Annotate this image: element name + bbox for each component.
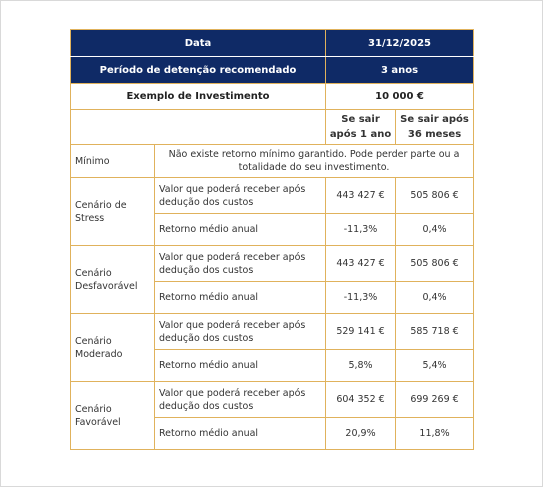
investment-value: 10 000 €	[325, 83, 475, 110]
scenario-value-1y: 529 141 €	[325, 313, 397, 350]
scenario-return-1y: 20,9%	[325, 417, 397, 450]
investment-label: Exemplo de Investimento	[69, 83, 327, 110]
scenario-return-label: Retorno médio anual	[153, 281, 327, 314]
scenario-value-label: Valor que poderá receber após dedução do…	[153, 381, 327, 418]
date-label: Data	[69, 29, 327, 57]
scenario-moderate-value-row: Cenário Moderado Valor que poderá recebe…	[70, 313, 475, 382]
empty-header-cell	[69, 109, 327, 145]
minimum-row: Mínimo Não existe retorno mínimo garanti…	[70, 144, 475, 178]
scenario-value-label: Valor que poderá receber após dedução do…	[153, 245, 327, 282]
date-value: 31/12/2025	[325, 29, 475, 57]
scenario-unfavourable-return-row: Retorno médio anual -11,3% 0,4%	[71, 281, 475, 314]
minimum-label: Mínimo	[70, 144, 155, 178]
scenario-value-1y: 443 427 €	[325, 177, 397, 214]
scenario-return-1y: -11,3%	[325, 213, 397, 246]
scenario-unfavourable-value-row: Cenário Desfavorável Valor que poderá re…	[70, 245, 475, 314]
column-header-row: Se sair após 1 ano Se sair após 36 meses	[69, 109, 475, 145]
date-row: Data 31/12/2025	[69, 29, 475, 57]
scenario-stress-return-row: Retorno médio anual -11,3% 0,4%	[71, 213, 475, 246]
scenario-return-1y: 5,8%	[325, 349, 397, 382]
scenario-value-label: Valor que poderá receber após dedução do…	[153, 313, 327, 350]
scenario-return-36m: 11,8%	[395, 417, 475, 450]
scenario-value-36m: 505 806 €	[395, 245, 475, 282]
scenario-return-36m: 0,4%	[395, 281, 475, 314]
minimum-text: Não existe retorno mínimo garantido. Pod…	[153, 144, 475, 178]
scenario-name: Cenário de Stress	[70, 177, 155, 246]
col-36-months-header: Se sair após 36 meses	[395, 109, 475, 145]
scenario-return-label: Retorno médio anual	[153, 349, 327, 382]
holding-period-row: Período de detenção recomendado 3 anos	[69, 56, 475, 84]
scenario-return-36m: 5,4%	[395, 349, 475, 382]
performance-scenarios-table: Data 31/12/2025 Período de detenção reco…	[69, 29, 475, 450]
scenario-value-1y: 604 352 €	[325, 381, 397, 418]
scenario-value-36m: 585 718 €	[395, 313, 475, 350]
scenario-name: Cenário Desfavorável	[70, 245, 155, 314]
scenario-name: Cenário Moderado	[70, 313, 155, 382]
scenario-return-label: Retorno médio anual	[153, 417, 327, 450]
scenario-value-label: Valor que poderá receber após dedução do…	[153, 177, 327, 214]
scenario-return-label: Retorno médio anual	[153, 213, 327, 246]
investment-row: Exemplo de Investimento 10 000 €	[69, 83, 475, 110]
scenario-return-36m: 0,4%	[395, 213, 475, 246]
scenario-return-1y: -11,3%	[325, 281, 397, 314]
scenario-favourable-value-row: Cenário Favorável Valor que poderá receb…	[70, 381, 475, 450]
holding-period-value: 3 anos	[325, 56, 475, 84]
holding-period-label: Período de detenção recomendado	[69, 56, 327, 84]
scenario-value-1y: 443 427 €	[325, 245, 397, 282]
scenario-value-36m: 699 269 €	[395, 381, 475, 418]
scenario-name: Cenário Favorável	[70, 381, 155, 450]
scenario-favourable-return-row: Retorno médio anual 20,9% 11,8%	[71, 417, 475, 450]
col-1-year-header: Se sair após 1 ano	[325, 109, 397, 145]
scenario-stress-value-row: Cenário de Stress Valor que poderá receb…	[70, 177, 475, 246]
scenario-value-36m: 505 806 €	[395, 177, 475, 214]
